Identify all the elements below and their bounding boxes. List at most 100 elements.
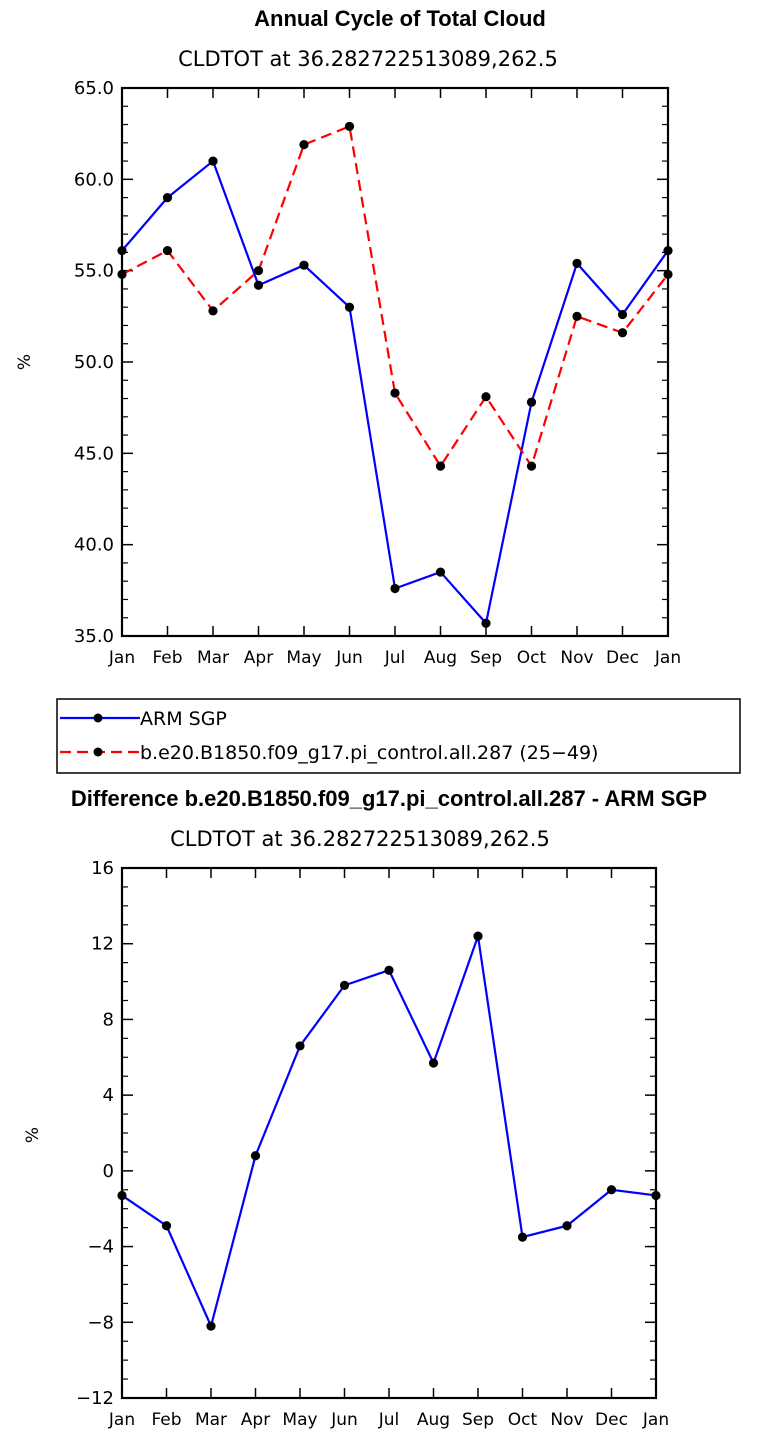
data-point — [481, 392, 491, 402]
x-tick-label: Apr — [241, 1410, 270, 1430]
x-tick-label: May — [282, 1410, 317, 1430]
data-point — [572, 311, 582, 321]
data-point — [606, 1185, 617, 1195]
difference-chart: Difference b.e20.B1850.f09_g17.pi_contro… — [23, 786, 707, 1430]
data-point — [435, 461, 446, 471]
legend-label-arm-sgp: ARM SGP — [140, 708, 227, 730]
data-point — [117, 245, 127, 256]
y-tick-label: 0 — [103, 1161, 114, 1182]
data-point — [253, 280, 264, 290]
data-point — [208, 306, 218, 316]
x-tick-label: Sep — [462, 1410, 494, 1430]
series-lines — [121, 935, 657, 1328]
x-tick-label: Oct — [517, 648, 547, 668]
y-tick-label: 4 — [103, 1085, 114, 1106]
series-line-1 — [121, 125, 669, 468]
annual-cycle-chart: Annual Cycle of Total Cloud CLDTOT at 36… — [15, 6, 681, 668]
legend-box — [56, 698, 741, 774]
data-point — [161, 1221, 172, 1231]
x-tick-label: Aug — [424, 648, 457, 668]
plot-frame — [120, 866, 658, 1400]
y-tick-label: 40.0 — [74, 535, 114, 556]
data-point — [526, 397, 537, 407]
x-tick-label: Jul — [378, 1410, 400, 1430]
x-tick-label: Nov — [550, 1410, 583, 1430]
y-tick-label: 8 — [103, 1009, 114, 1030]
data-point — [162, 245, 173, 256]
data-point — [344, 302, 355, 312]
data-point — [344, 121, 355, 131]
x-tick-label: Dec — [606, 648, 639, 668]
y-tick-label: 65.0 — [74, 78, 114, 99]
x-tick-label: Jan — [108, 648, 135, 668]
data-point — [526, 461, 537, 471]
x-tick-label: Jan — [108, 1410, 135, 1430]
chart-subtitle: CLDTOT at 36.282722513089,262.5 — [178, 47, 558, 71]
y-tick-label: 45.0 — [74, 443, 114, 464]
x-tick-label: Feb — [152, 648, 182, 668]
x-tick-label: Apr — [244, 648, 273, 668]
x-tick-label: Nov — [560, 648, 593, 668]
data-point — [299, 260, 309, 270]
data-point — [250, 1151, 261, 1161]
legend-label-model: b.e20.B1850.f09_g17.pi_control.all.287 (… — [140, 742, 598, 764]
data-point — [117, 269, 127, 279]
x-tick-label: Mar — [197, 648, 229, 668]
data-point — [651, 1190, 661, 1201]
x-tick-label: Mar — [195, 1410, 227, 1430]
y-axis-label: % — [15, 354, 35, 370]
data-point — [384, 965, 394, 975]
chart-title: Annual Cycle of Total Cloud — [254, 6, 546, 31]
x-tick-label: Feb — [151, 1410, 181, 1430]
legend-marker-model — [93, 747, 103, 757]
data-point — [117, 1190, 127, 1201]
x-tick-label: Dec — [595, 1410, 628, 1430]
data-point — [390, 583, 400, 594]
chart-subtitle: CLDTOT at 36.282722513089,262.5 — [170, 827, 550, 851]
data-point — [428, 1058, 439, 1068]
x-tick-label: Jan — [642, 1410, 669, 1430]
y-axis-label: % — [23, 1127, 43, 1143]
y-tick-label: −12 — [76, 1388, 114, 1409]
x-tick-label: Jan — [654, 648, 681, 668]
data-point — [617, 328, 628, 338]
x-tick-label: Jul — [384, 648, 406, 668]
data-point — [663, 245, 673, 256]
series-points — [117, 931, 661, 1331]
y-tick-label: −4 — [87, 1237, 114, 1258]
data-point — [206, 1321, 216, 1331]
y-tick-label: −8 — [87, 1312, 114, 1333]
data-point — [617, 309, 628, 320]
axes: Jan Feb Mar Apr May Jun Jul Aug Sep Oct Nov Dec Jan3… — [74, 78, 681, 668]
x-tick-label: Oct — [508, 1410, 538, 1430]
plot-frame — [120, 86, 670, 638]
axes: Jan Feb Mar Apr May Jun Jul Aug Sep Oct Nov Dec Jan−… — [76, 858, 669, 1430]
data-point — [339, 980, 350, 990]
y-tick-label: 35.0 — [74, 626, 114, 647]
data-point — [473, 931, 483, 941]
data-point — [162, 193, 173, 203]
x-tick-label: Aug — [417, 1410, 450, 1430]
chart-title: Difference b.e20.B1850.f09_g17.pi_contro… — [71, 786, 707, 811]
data-point — [562, 1221, 572, 1231]
legend-marker-arm-sgp — [93, 713, 103, 723]
data-point — [295, 1041, 305, 1051]
data-point — [572, 258, 582, 268]
x-tick-label: Jun — [335, 648, 363, 668]
y-tick-label: 60.0 — [74, 169, 114, 190]
y-tick-label: 16 — [91, 858, 114, 879]
data-point — [390, 388, 400, 398]
data-point — [208, 156, 218, 166]
x-tick-label: May — [286, 648, 321, 668]
series-lines — [121, 125, 669, 625]
data-point — [299, 140, 309, 150]
x-tick-label: Jun — [330, 1410, 358, 1430]
data-point — [663, 269, 673, 279]
y-tick-label: 50.0 — [74, 352, 114, 373]
data-point — [253, 266, 264, 276]
y-tick-label: 12 — [91, 934, 114, 955]
series-points — [117, 121, 673, 628]
series-line-0 — [121, 935, 657, 1328]
data-point — [481, 618, 491, 628]
